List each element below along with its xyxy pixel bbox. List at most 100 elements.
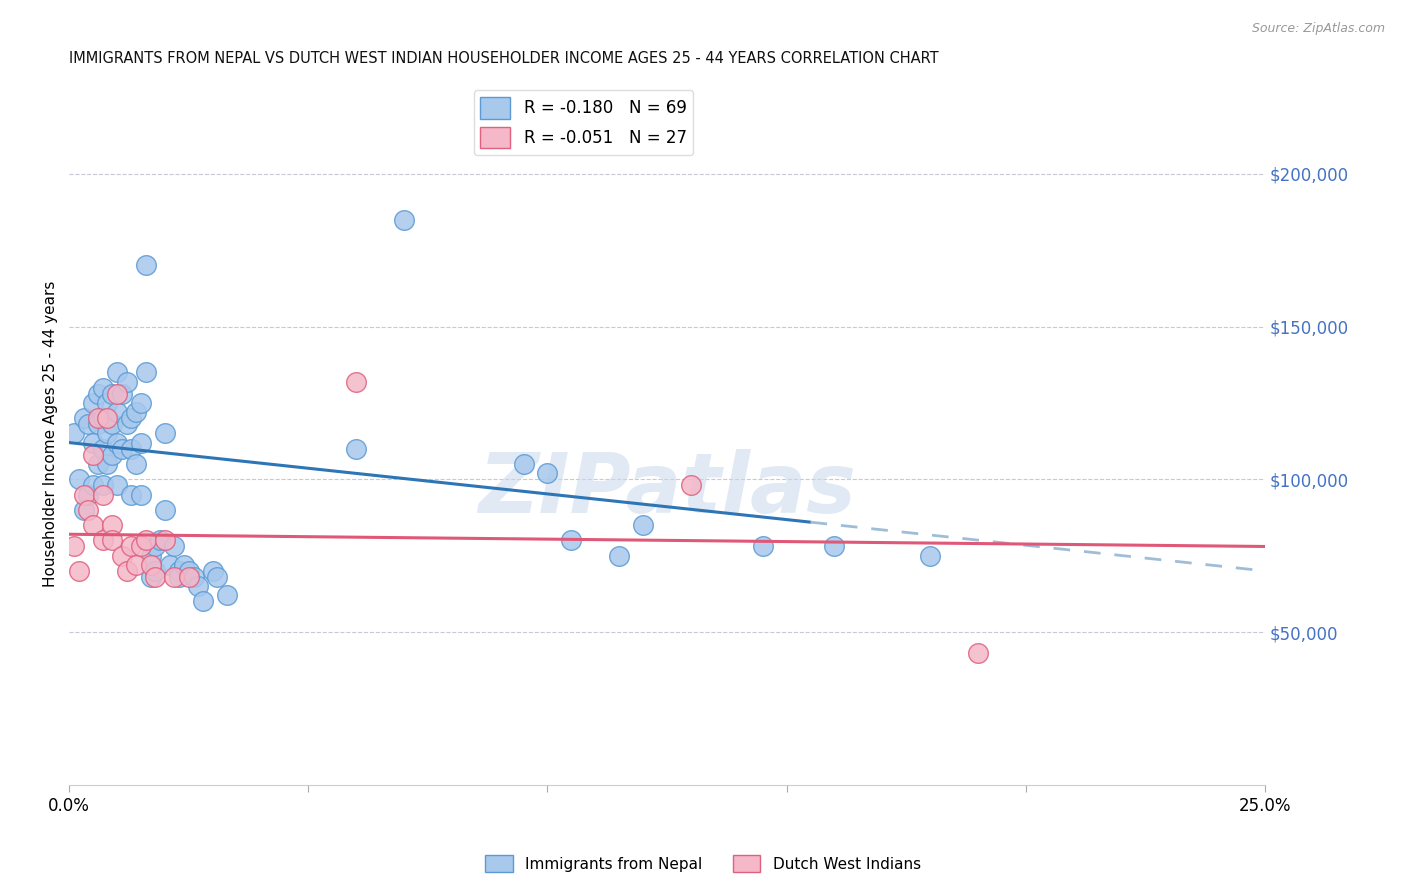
Point — [139, 558, 162, 572]
Text: Source: ZipAtlas.com: Source: ZipAtlas.com — [1251, 22, 1385, 36]
Point — [91, 442, 114, 456]
Point — [153, 503, 176, 517]
Point — [77, 417, 100, 432]
Point — [105, 435, 128, 450]
Point — [135, 259, 157, 273]
Point — [149, 533, 172, 548]
Point — [207, 570, 229, 584]
Point — [77, 487, 100, 501]
Point — [91, 487, 114, 501]
Point — [918, 549, 941, 563]
Point — [823, 540, 845, 554]
Point — [63, 540, 86, 554]
Point — [111, 386, 134, 401]
Point — [607, 549, 630, 563]
Point — [96, 411, 118, 425]
Point — [163, 540, 186, 554]
Point — [105, 386, 128, 401]
Point — [67, 564, 90, 578]
Point — [96, 426, 118, 441]
Point — [120, 442, 142, 456]
Point — [560, 533, 582, 548]
Point — [163, 570, 186, 584]
Point — [115, 417, 138, 432]
Point — [105, 478, 128, 492]
Text: ZIPatlas: ZIPatlas — [478, 450, 856, 530]
Point — [82, 448, 104, 462]
Point — [120, 540, 142, 554]
Point — [167, 570, 190, 584]
Point — [143, 564, 166, 578]
Point — [101, 448, 124, 462]
Point — [344, 442, 367, 456]
Point — [91, 411, 114, 425]
Point — [101, 386, 124, 401]
Point — [183, 570, 205, 584]
Point — [143, 570, 166, 584]
Text: IMMIGRANTS FROM NEPAL VS DUTCH WEST INDIAN HOUSEHOLDER INCOME AGES 25 - 44 YEARS: IMMIGRANTS FROM NEPAL VS DUTCH WEST INDI… — [69, 51, 939, 66]
Legend: Immigrants from Nepal, Dutch West Indians: Immigrants from Nepal, Dutch West Indian… — [478, 847, 928, 880]
Point — [201, 564, 224, 578]
Point — [187, 579, 209, 593]
Point — [111, 549, 134, 563]
Point — [967, 647, 990, 661]
Point — [115, 564, 138, 578]
Point — [159, 558, 181, 572]
Point — [177, 564, 200, 578]
Point — [751, 540, 773, 554]
Point — [139, 549, 162, 563]
Point — [120, 411, 142, 425]
Point — [63, 426, 86, 441]
Point — [96, 457, 118, 471]
Point — [91, 533, 114, 548]
Point — [173, 558, 195, 572]
Point — [679, 478, 702, 492]
Point — [105, 405, 128, 419]
Point — [129, 540, 152, 554]
Y-axis label: Householder Income Ages 25 - 44 years: Householder Income Ages 25 - 44 years — [44, 280, 58, 587]
Point — [101, 533, 124, 548]
Point — [82, 478, 104, 492]
Point — [87, 411, 110, 425]
Point — [105, 365, 128, 379]
Point — [153, 533, 176, 548]
Point — [72, 487, 94, 501]
Point — [77, 503, 100, 517]
Point — [72, 503, 94, 517]
Point — [191, 594, 214, 608]
Point — [101, 518, 124, 533]
Point — [96, 396, 118, 410]
Point — [344, 375, 367, 389]
Point — [67, 472, 90, 486]
Point — [135, 533, 157, 548]
Point — [167, 564, 190, 578]
Point — [120, 487, 142, 501]
Point — [82, 396, 104, 410]
Point — [111, 442, 134, 456]
Point — [125, 457, 148, 471]
Point — [153, 426, 176, 441]
Point — [129, 487, 152, 501]
Point — [125, 558, 148, 572]
Legend: R = -0.180   N = 69, R = -0.051   N = 27: R = -0.180 N = 69, R = -0.051 N = 27 — [474, 90, 693, 155]
Point — [139, 570, 162, 584]
Point — [135, 365, 157, 379]
Point — [87, 386, 110, 401]
Point — [631, 518, 654, 533]
Point — [115, 375, 138, 389]
Point — [72, 411, 94, 425]
Point — [87, 457, 110, 471]
Point — [177, 570, 200, 584]
Point — [82, 435, 104, 450]
Point — [215, 588, 238, 602]
Point — [392, 212, 415, 227]
Point — [129, 435, 152, 450]
Point — [101, 417, 124, 432]
Point — [87, 417, 110, 432]
Point — [536, 466, 558, 480]
Point — [129, 396, 152, 410]
Point — [91, 478, 114, 492]
Point — [91, 381, 114, 395]
Point — [82, 518, 104, 533]
Point — [125, 405, 148, 419]
